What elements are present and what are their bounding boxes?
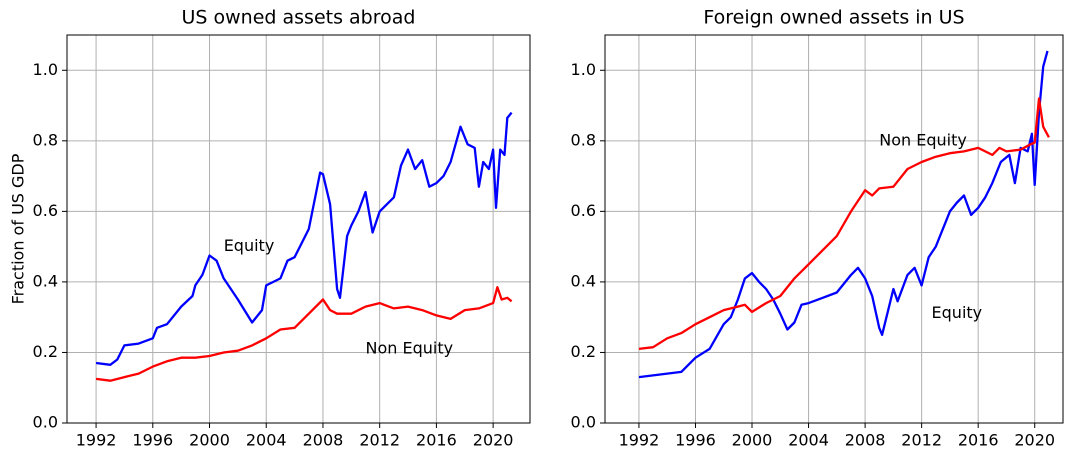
line-series: [95, 286, 513, 382]
y-tick-label: 0.0: [33, 413, 58, 432]
y-tick-label: 0.8: [571, 130, 596, 149]
line-series: [638, 97, 1050, 351]
x-tick-label: 2000: [189, 431, 230, 450]
x-tick-label: 2020: [1014, 431, 1055, 450]
series-label: Non Equity: [366, 338, 454, 357]
y-tick-label: 0.6: [571, 201, 596, 220]
x-tick-label: 1992: [76, 431, 117, 450]
line-series: [638, 50, 1049, 379]
y-tick-label: 1.0: [33, 60, 58, 79]
axes-frame: [604, 34, 1064, 424]
x-tick-label: 2008: [845, 431, 886, 450]
y-tick-label: 0.4: [571, 271, 596, 290]
chart-title: US owned assets abroad: [182, 7, 416, 29]
x-tick-label: 2004: [246, 431, 287, 450]
y-tick-label: 0.0: [571, 413, 596, 432]
x-tick-label: 2008: [303, 431, 344, 450]
y-tick-label: 0.8: [33, 130, 58, 149]
x-tick-label: 2000: [732, 431, 773, 450]
y-tick-label: 0.6: [33, 201, 58, 220]
x-tick-label: 2004: [788, 431, 829, 450]
x-tick-label: 1996: [675, 431, 716, 450]
line-series: [95, 111, 513, 366]
y-tick-label: 1.0: [571, 60, 596, 79]
y-tick-label: 0.2: [571, 342, 596, 361]
x-tick-label: 1996: [132, 431, 173, 450]
x-tick-label: 2012: [359, 431, 400, 450]
y-axis-label: Fraction of US GDP: [9, 153, 28, 304]
chart-title: Foreign owned assets in US: [703, 7, 964, 29]
series-label: Non Equity: [879, 130, 967, 149]
y-tick-label: 0.4: [33, 271, 58, 290]
series-label: Equity: [932, 303, 983, 322]
x-tick-label: 2016: [416, 431, 457, 450]
x-tick-label: 2020: [473, 431, 514, 450]
x-tick-label: 2016: [958, 431, 999, 450]
y-tick-label: 0.2: [33, 342, 58, 361]
x-tick-label: 2012: [901, 431, 942, 450]
axes-frame: [66, 34, 531, 424]
series-label: Equity: [224, 236, 275, 255]
x-tick-label: 1992: [619, 431, 660, 450]
